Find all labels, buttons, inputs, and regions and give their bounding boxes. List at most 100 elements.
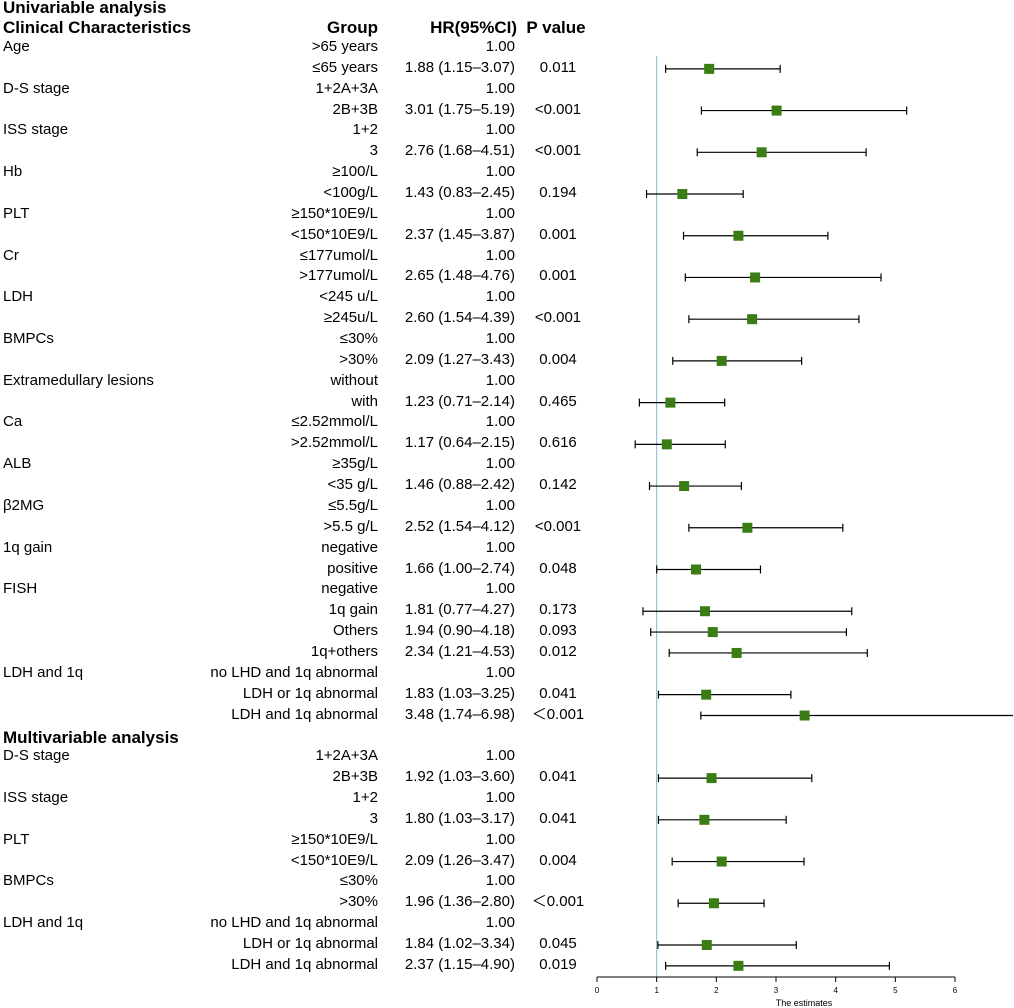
p-value: 0.041	[539, 768, 577, 786]
characteristic-label: Ca	[3, 413, 23, 431]
p-value: 0.465	[539, 392, 577, 410]
group-label: ≥35g/L	[332, 455, 378, 473]
hr-ci-value: 3.01 (1.75–5.19)	[404, 100, 515, 118]
hr-point-marker	[699, 814, 710, 825]
group-label: no LHD and 1q abnormal	[210, 663, 378, 681]
x-axis-tick-label: 5	[893, 986, 898, 995]
hr-point-marker	[699, 606, 710, 617]
characteristic-label: D-S stage	[3, 79, 70, 97]
p-value: 0.004	[539, 851, 577, 869]
hr-ci-value: 1.23 (0.71–2.14)	[404, 392, 515, 410]
p-value: 0.194	[539, 184, 577, 202]
group-label: negative	[321, 538, 378, 556]
group-label: ≥150*10E9/L	[291, 204, 378, 222]
characteristic-label: ISS stage	[3, 788, 69, 806]
hr-ci-value: 1.00	[485, 330, 515, 348]
hr-point-marker	[733, 960, 744, 971]
characteristic-label: BMPCs	[3, 872, 54, 890]
hr-ci-value: 1.00	[485, 413, 515, 431]
hr-ci-value: 1.96 (1.36–2.80)	[404, 893, 515, 911]
hr-ci-value: 2.76 (1.68–4.51)	[404, 142, 515, 160]
group-label: <35 g/L	[327, 476, 378, 494]
hr-ci-value: 1.66 (1.00–2.74)	[404, 559, 515, 577]
p-value: 0.045	[539, 934, 577, 952]
p-value: <0.001	[534, 142, 582, 160]
hr-ci-value: 1.43 (0.83–2.45)	[404, 184, 515, 202]
p-value: 0.048	[539, 559, 577, 577]
group-label: negative	[321, 580, 378, 598]
hr-ci-value: 1.00	[485, 914, 515, 932]
hr-ci-value: 1.00	[485, 371, 515, 389]
p-value: 0.001	[539, 225, 577, 243]
hr-ci-value: 2.37 (1.15–4.90)	[404, 955, 515, 973]
characteristic-label: LDH and 1q	[3, 914, 84, 932]
multivariable-header: Multivariable analysis	[3, 728, 179, 747]
hr-ci-value: 1.00	[485, 788, 515, 806]
characteristic-label: LDH and 1q	[3, 663, 84, 681]
group-label: 3	[369, 142, 378, 160]
group-label: 2B+3B	[332, 768, 378, 786]
characteristic-label: D-S stage	[3, 747, 70, 765]
p-value: ＜0.001	[531, 705, 585, 723]
group-label: no LHD and 1q abnormal	[210, 914, 378, 932]
group-label: 1q+others	[310, 642, 378, 660]
group-label: >65 years	[311, 38, 378, 55]
p-value: ＜0.001	[531, 893, 585, 911]
hr-point-marker	[704, 63, 715, 74]
x-axis-tick-label: 3	[774, 986, 779, 995]
group-label: <100g/L	[323, 184, 378, 202]
group-label: <245 u/L	[319, 288, 378, 306]
characteristic-label: ISS stage	[3, 121, 69, 139]
hr-ci-value: 1.00	[485, 663, 515, 681]
p-value: <0.001	[534, 309, 582, 327]
univariable-header: Univariable analysis	[3, 0, 167, 17]
hr-ci-value: 2.34 (1.21–4.53)	[404, 642, 515, 660]
hr-ci-value: 1.00	[485, 496, 515, 514]
group-label: 3	[369, 809, 378, 827]
p-value: 0.004	[539, 350, 577, 368]
group-label: Others	[332, 622, 378, 640]
hr-ci-value: 1.46 (0.88–2.42)	[404, 476, 515, 494]
hr-ci-value: 1.92 (1.03–3.60)	[404, 768, 515, 786]
characteristic-label: 1q gain	[3, 538, 53, 556]
hr-point-marker	[750, 272, 761, 283]
hr-point-marker	[701, 939, 712, 950]
hr-ci-value: 1.00	[485, 872, 515, 890]
hr-point-marker	[771, 105, 782, 116]
characteristic-label: FISH	[3, 580, 38, 598]
p-value: 0.012	[539, 642, 577, 660]
hr-ci-value: 2.09 (1.27–3.43)	[404, 350, 515, 368]
hr-point-marker	[707, 627, 718, 638]
characteristic-label: Hb	[3, 163, 23, 181]
group-label: positive	[327, 559, 378, 577]
group-label: 1+2	[352, 788, 378, 806]
hr-ci-value: 1.81 (0.77–4.27)	[404, 601, 515, 619]
hr-point-marker	[716, 355, 727, 366]
group-label: ≤30%	[339, 330, 378, 348]
x-axis-tick-label: 4	[833, 986, 838, 995]
group-label: ≤177umol/L	[299, 246, 378, 264]
group-label: ≥150*10E9/L	[291, 830, 378, 848]
hr-point-marker	[747, 314, 758, 325]
x-axis-tick-label: 6	[953, 986, 958, 995]
hr-point-marker	[691, 564, 702, 575]
p-value: 0.173	[539, 601, 577, 619]
hr-ci-value: 1.00	[485, 79, 515, 97]
hr-point-marker	[708, 898, 719, 909]
hr-point-marker	[756, 147, 767, 158]
hr-ci-value: 2.65 (1.48–4.76)	[404, 267, 515, 285]
x-axis-label: The estimates	[776, 998, 833, 1008]
hr-ci-value: 2.60 (1.54–4.39)	[404, 309, 515, 327]
hr-ci-value: 3.48 (1.74–6.98)	[404, 705, 515, 723]
hr-ci-value: 1.83 (1.03–3.25)	[404, 684, 515, 702]
characteristic-label: PLT	[3, 830, 30, 848]
group-label: ≤5.5g/L	[328, 496, 378, 514]
hr-point-marker	[716, 856, 727, 867]
group-label: <150*10E9/L	[290, 851, 378, 869]
group-label: without	[330, 371, 378, 389]
p-value: 0.001	[539, 267, 577, 285]
hr-ci-value: 1.00	[485, 246, 515, 264]
hr-point-marker	[742, 522, 753, 533]
hr-ci-value: 1.00	[485, 455, 515, 473]
